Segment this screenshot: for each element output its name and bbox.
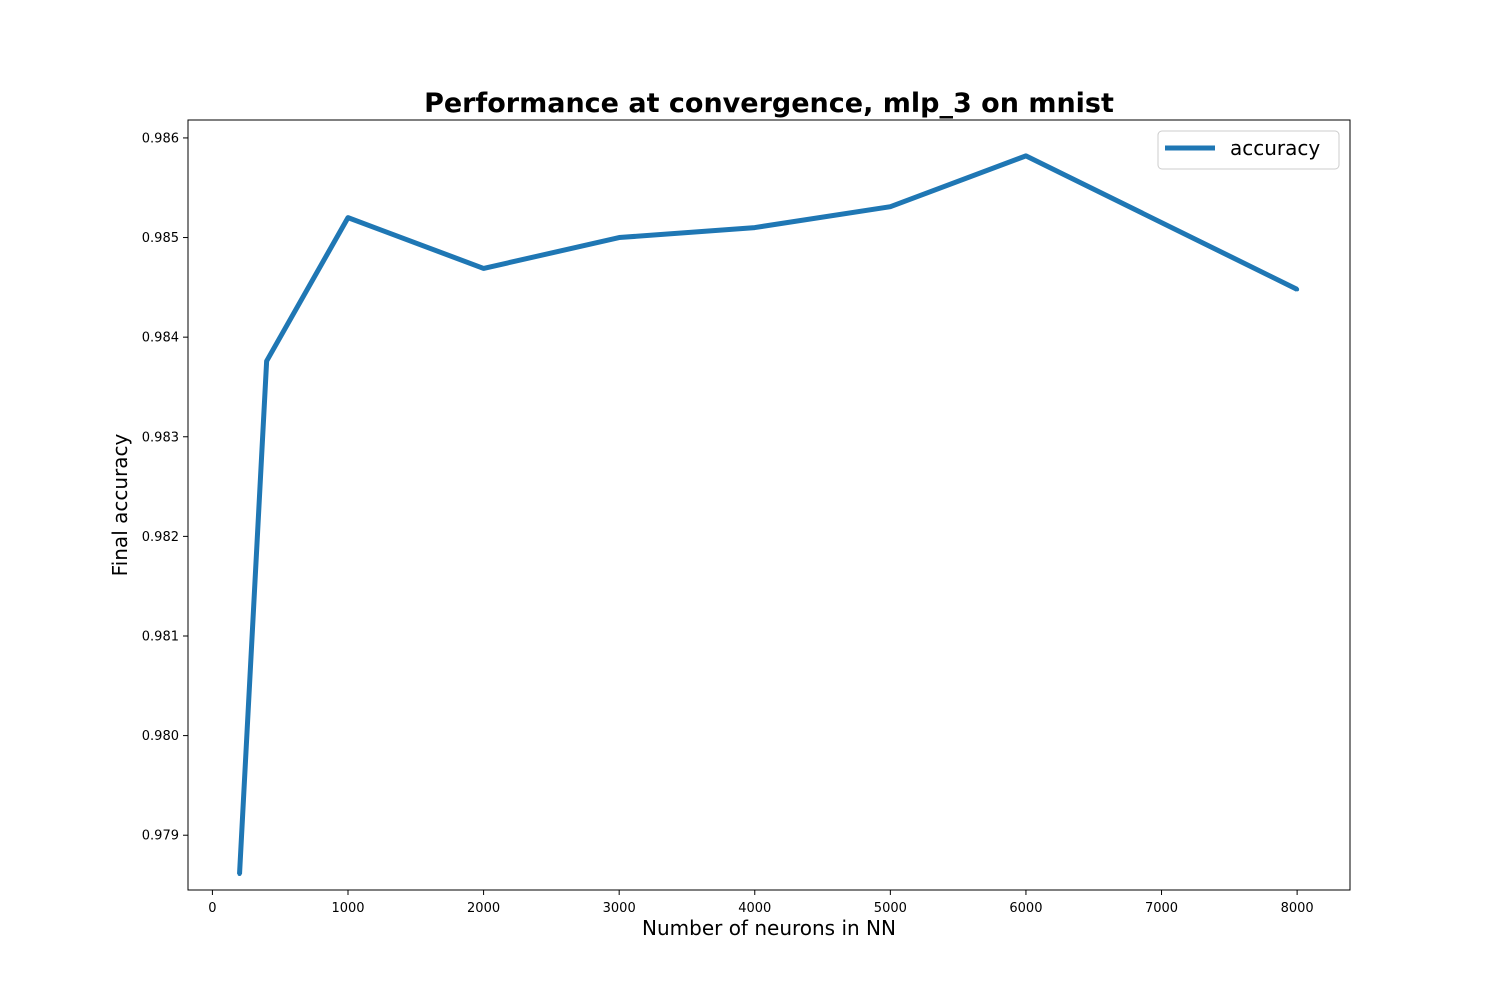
y-axis-label: Final accuracy [108,433,132,576]
x-tick-label: 7000 [1145,901,1178,916]
x-tick-label: 3000 [603,901,636,916]
x-tick-label: 4000 [738,901,771,916]
series-layer [237,153,1300,877]
y-tick-label: 0.985 [142,231,179,246]
data-point [617,235,622,240]
x-tick-label: 2000 [467,901,500,916]
y-tick-label: 0.982 [142,530,179,545]
chart-title: Performance at convergence, mlp_3 on mni… [424,88,1114,119]
y-axis-ticks: 0.979 0.980 0.981 0.982 0.983 0.984 0.985 0.986 [142,131,188,844]
legend: accuracy [1157,130,1340,170]
data-point [237,872,242,877]
x-tick-label: 0 [208,901,216,916]
legend-label: accuracy [1230,136,1320,160]
x-tick-label: 6000 [1009,901,1042,916]
x-tick-label: 5000 [874,901,907,916]
legend-box [1157,130,1340,170]
x-tick-label: 1000 [331,901,364,916]
data-point [264,359,269,364]
x-axis-ticks: 0 1000 2000 3000 4000 5000 6000 7000 8000 [208,890,1314,916]
x-tick-label: 8000 [1281,901,1314,916]
plot-frame [187,119,1351,891]
y-tick-label: 0.979 [142,829,179,844]
y-tick-label: 0.980 [142,729,179,744]
y-tick-label: 0.983 [142,430,179,445]
x-axis-label: Number of neurons in NN [642,916,896,940]
data-point [345,215,350,220]
y-tick-label: 0.984 [142,331,179,346]
data-point [1023,153,1028,158]
data-point [481,266,486,271]
data-point [888,204,893,209]
data-point [752,225,757,230]
data-point [1295,287,1300,292]
y-tick-label: 0.986 [142,131,179,146]
y-tick-label: 0.981 [142,629,179,644]
